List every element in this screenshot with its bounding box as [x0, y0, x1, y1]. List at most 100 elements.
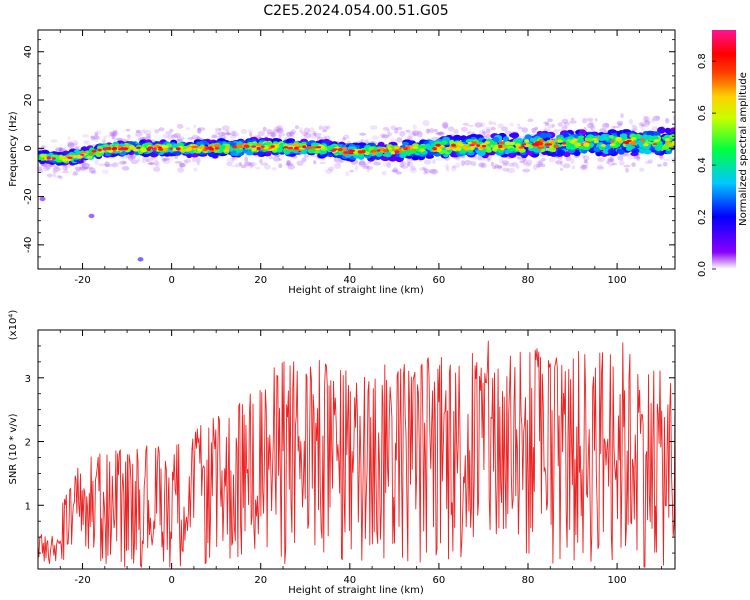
snr-frame [37, 329, 676, 570]
heatmap-cell [432, 159, 436, 164]
heatmap-cell [393, 146, 400, 150]
snr-y-ticks: 1 2 3 [25, 345, 675, 554]
heatmap-cell [492, 146, 499, 150]
heatmap-cell [244, 156, 249, 163]
heatmap-cell [447, 126, 455, 132]
heatmap-cell [283, 146, 289, 149]
y-tick-label: 20 [23, 94, 34, 107]
heatmap-cell [509, 141, 516, 145]
x-tick-label: 20 [254, 575, 267, 586]
heatmap-cell [153, 166, 161, 172]
heatmap-cell [560, 160, 564, 167]
heatmap-cell [364, 151, 370, 156]
heatmap-cell [59, 146, 63, 153]
heatmap-cell [127, 134, 131, 140]
x-tick-label: 40 [343, 275, 356, 286]
heatmap-cell [342, 137, 346, 141]
y-tick-label: -20 [23, 188, 34, 204]
heatmap-cell [140, 147, 145, 151]
heatmap-cell [617, 148, 625, 155]
heatmap-cell [142, 128, 146, 134]
heatmap-cell [50, 139, 58, 143]
heatmap-cell [333, 163, 342, 169]
heatmap-cell [72, 154, 79, 159]
heatmap-cell [67, 164, 72, 169]
heatmap-cell [260, 145, 265, 148]
heatmap-cell [413, 132, 417, 136]
heatmap-cell [534, 143, 540, 146]
heatmap-cell [218, 128, 222, 131]
heatmap-cell [490, 127, 496, 131]
heatmap-cell [412, 124, 417, 130]
heatmap-cell [67, 142, 75, 148]
heatmap-cell [362, 165, 370, 170]
heatmap-cell [221, 125, 230, 131]
heatmap-cell [497, 123, 504, 128]
heatmap-cell [214, 127, 222, 131]
heatmap-cell [186, 146, 193, 152]
heatmap-cell [345, 170, 350, 177]
heatmap-cell [561, 118, 569, 124]
heatmap-cell [488, 120, 493, 125]
heatmap-cell [196, 162, 200, 166]
heatmap-cell [570, 146, 577, 150]
heatmap-cell [647, 159, 654, 164]
heatmap-cell [379, 133, 385, 138]
heatmap-frame [37, 29, 676, 270]
heatmap-cell [480, 122, 486, 128]
heatmap-cell [272, 129, 279, 134]
heatmap-cell [276, 128, 284, 134]
heatmap-cell [286, 160, 292, 166]
heatmap-cell [302, 145, 307, 149]
heatmap-cell [176, 136, 185, 141]
heatmap-cell [578, 140, 584, 144]
heatmap-cell [419, 148, 426, 152]
heatmap-cell [478, 129, 485, 135]
heatmap-cell [428, 168, 437, 174]
heatmap-cell [259, 158, 263, 164]
heatmap-cell [90, 135, 94, 139]
heatmap-cell [247, 129, 254, 133]
heatmap-cell [468, 146, 475, 150]
heatmap-cell [163, 157, 170, 161]
heatmap-cell [577, 135, 585, 139]
heatmap-cell [508, 147, 515, 152]
heatmap-cell [148, 162, 154, 165]
heatmap-cell [221, 132, 226, 137]
heatmap-cell [392, 168, 399, 173]
heatmap-cell [187, 137, 194, 140]
heatmap-cell [130, 154, 137, 159]
heatmap-cell [451, 165, 456, 172]
heatmap-isolated-point [39, 196, 46, 202]
heatmap-cell [74, 166, 82, 171]
snr-series-line [38, 340, 675, 568]
heatmap-cell [315, 135, 321, 139]
heatmap-cell [626, 139, 632, 143]
heatmap-cell [266, 129, 273, 135]
heatmap-cell [55, 146, 62, 153]
heatmap-cell [400, 165, 409, 169]
heatmap-cell [230, 134, 237, 139]
heatmap-cell [74, 146, 79, 150]
heatmap-cell [113, 131, 120, 136]
heatmap-cell [343, 134, 350, 140]
heatmap-cell [78, 166, 87, 172]
heatmap-cell [278, 163, 283, 169]
heatmap-cell [111, 162, 117, 167]
heatmap-cell [366, 165, 370, 171]
heatmap-cell [639, 149, 646, 154]
colorbar-label: Normalized spectral amplitude [738, 72, 749, 226]
heatmap-cell [72, 140, 79, 146]
heatmap-cell [81, 162, 90, 169]
heatmap-cell [531, 127, 536, 134]
heatmap-cell [620, 113, 624, 119]
x-tick-label: 60 [433, 575, 446, 586]
heatmap-cell [257, 150, 264, 155]
heatmap-cell [382, 163, 387, 167]
heatmap-cell [572, 138, 578, 142]
heatmap-cell [544, 122, 550, 127]
heatmap-cell [173, 151, 182, 156]
heatmap-cell [588, 121, 594, 126]
heatmap-cell [609, 156, 614, 163]
heatmap-cell [179, 149, 186, 152]
